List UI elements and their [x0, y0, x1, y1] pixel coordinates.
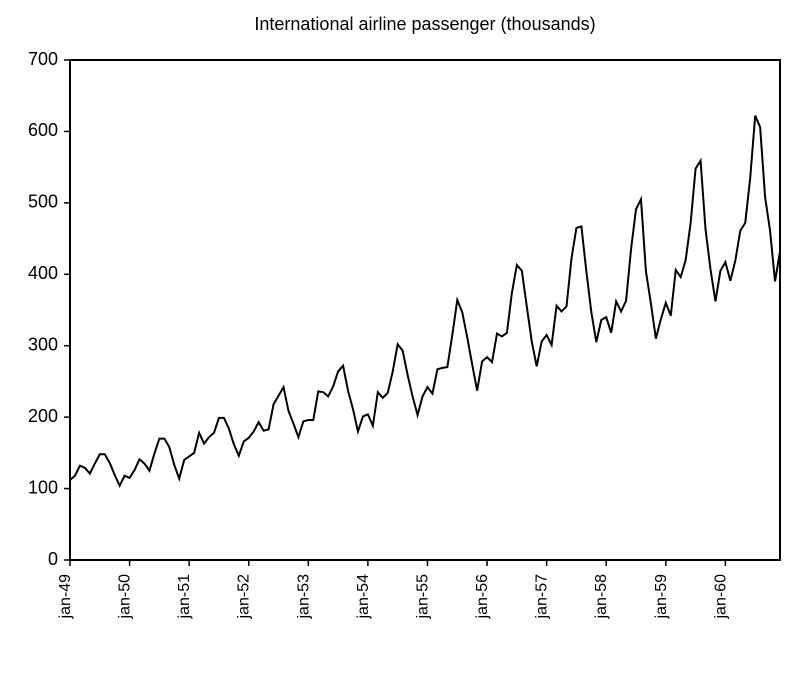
airline-passengers-chart: International airline passenger (thousan… [0, 0, 802, 673]
x-tick-label: jan-60 [712, 574, 729, 620]
x-tick-label: jan-50 [117, 574, 134, 620]
y-tick-label: 100 [28, 477, 58, 497]
x-tick-label: jan-56 [474, 574, 491, 620]
x-tick-label: jan-59 [653, 574, 670, 620]
y-axis-ticks: 0 100 200 300 400 500 600 700 [28, 49, 70, 569]
x-axis-ticks: jan-49 jan-50 jan-51 jan-52 jan-53 jan-54 jan-… [57, 560, 729, 619]
y-tick-label: 0 [48, 549, 58, 569]
x-tick-label: jan-57 [534, 574, 551, 620]
chart-title: International airline passenger (thousan… [254, 14, 595, 34]
y-tick-label: 700 [28, 49, 58, 69]
y-tick-label: 300 [28, 334, 58, 354]
passengers-line [70, 116, 780, 486]
y-tick-label: 200 [28, 406, 58, 426]
x-tick-label: jan-53 [295, 574, 312, 620]
x-tick-label: jan-51 [176, 574, 193, 620]
x-tick-label: jan-54 [355, 574, 372, 620]
chart-axes [70, 60, 780, 560]
y-tick-label: 500 [28, 192, 58, 212]
y-tick-label: 400 [28, 263, 58, 283]
y-tick-label: 600 [28, 120, 58, 140]
x-tick-label: jan-58 [593, 574, 610, 620]
x-tick-label: jan-52 [236, 574, 253, 620]
x-tick-label: jan-49 [57, 574, 74, 620]
x-tick-label: jan-55 [414, 574, 431, 620]
